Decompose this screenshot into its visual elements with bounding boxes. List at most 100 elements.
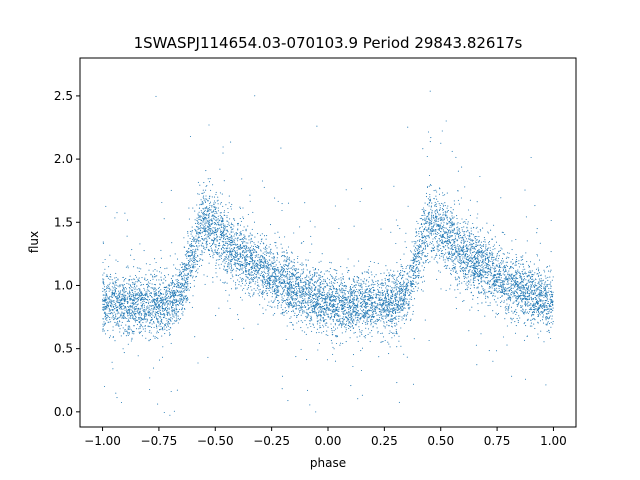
data-point [401, 299, 403, 301]
data-point [453, 262, 455, 265]
data-point [262, 252, 264, 254]
data-point [268, 252, 270, 254]
data-point [125, 290, 127, 292]
data-point [194, 222, 197, 224]
data-point [236, 233, 239, 235]
data-point [158, 325, 160, 327]
data-point [443, 222, 445, 224]
data-point [243, 246, 245, 248]
data-point [418, 240, 421, 242]
data-point [439, 234, 441, 237]
data-point [316, 314, 318, 316]
data-point [487, 305, 489, 307]
data-point [114, 281, 116, 283]
data-point [340, 301, 342, 303]
data-point [102, 318, 104, 320]
data-point [326, 359, 329, 361]
data-point [347, 320, 349, 322]
data-point [258, 259, 260, 261]
data-point [337, 296, 339, 298]
data-point [108, 284, 110, 286]
data-point [201, 252, 203, 254]
data-point [452, 270, 454, 272]
data-point [349, 296, 352, 298]
data-point [456, 256, 458, 258]
data-point [417, 252, 420, 254]
data-point [450, 210, 452, 212]
data-point [548, 310, 551, 312]
data-point [472, 272, 474, 274]
data-point [326, 284, 328, 286]
data-point [449, 225, 451, 227]
data-point [399, 291, 401, 293]
data-point [399, 283, 401, 285]
data-point [356, 320, 358, 322]
data-point [373, 308, 375, 310]
data-point [215, 264, 217, 267]
data-point [425, 261, 427, 263]
data-point [479, 244, 481, 246]
data-point [156, 325, 158, 327]
data-point [229, 233, 231, 235]
data-point [271, 272, 273, 274]
data-point [157, 292, 160, 294]
data-point [333, 326, 335, 328]
data-point [311, 274, 313, 276]
data-point [191, 271, 193, 273]
data-point [210, 209, 212, 211]
data-point [528, 308, 530, 311]
data-point [465, 240, 467, 242]
data-point [429, 243, 431, 245]
data-point [229, 237, 231, 239]
data-point [494, 248, 496, 250]
data-point [428, 217, 430, 219]
data-point [134, 291, 136, 293]
data-point [302, 321, 304, 323]
data-point [438, 213, 440, 215]
data-point [241, 269, 243, 271]
data-point [306, 294, 308, 296]
data-point [484, 264, 486, 266]
data-point [447, 265, 449, 267]
data-point [340, 279, 342, 281]
data-point [102, 330, 104, 332]
data-point [389, 302, 391, 304]
data-point [153, 295, 155, 297]
data-point [446, 192, 448, 194]
data-point [461, 229, 463, 231]
data-point [552, 301, 554, 303]
data-point [543, 269, 545, 271]
data-point [489, 249, 491, 252]
data-point [444, 231, 446, 233]
data-point [249, 249, 251, 251]
data-point [211, 231, 213, 233]
data-point [203, 251, 205, 253]
data-point [261, 180, 264, 182]
data-point [134, 302, 137, 304]
data-point [353, 293, 355, 295]
data-point [371, 313, 373, 315]
data-point [292, 281, 294, 283]
data-point [361, 272, 363, 274]
data-point [131, 314, 133, 316]
data-point [548, 283, 550, 285]
data-point [220, 217, 222, 219]
data-point [199, 204, 201, 206]
data-point [384, 327, 386, 329]
data-point [291, 296, 294, 298]
data-point [217, 196, 219, 198]
data-point [250, 240, 252, 242]
data-point [118, 290, 120, 292]
data-point [432, 238, 434, 240]
data-point [338, 288, 341, 290]
data-point [166, 329, 168, 331]
data-point [182, 279, 184, 281]
data-point [199, 260, 201, 262]
data-point [277, 288, 279, 290]
data-point [444, 261, 446, 263]
data-point [296, 315, 298, 317]
data-point [525, 279, 527, 281]
data-point [531, 275, 533, 277]
data-point [342, 288, 344, 290]
data-point [494, 277, 496, 279]
